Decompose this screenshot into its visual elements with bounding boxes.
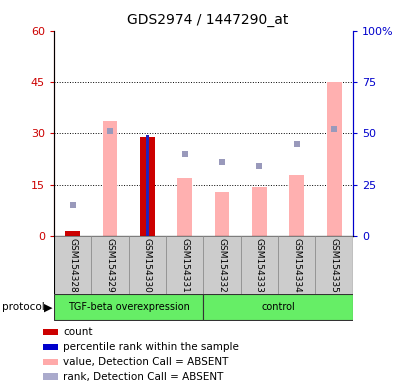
Bar	[203, 236, 241, 294]
Text: rank, Detection Call = ABSENT: rank, Detection Call = ABSENT	[63, 372, 223, 382]
Text: GSM154332: GSM154332	[217, 238, 227, 293]
Bar	[140, 137, 155, 236]
Text: GSM154330: GSM154330	[143, 238, 152, 293]
Text: GSM154333: GSM154333	[255, 238, 264, 293]
Bar	[327, 82, 342, 236]
Text: GSM154329: GSM154329	[105, 238, 115, 293]
Bar	[43, 373, 58, 380]
Bar	[43, 344, 58, 350]
Text: TGF-beta overexpression: TGF-beta overexpression	[68, 302, 190, 312]
Bar	[289, 174, 304, 236]
Text: count: count	[63, 327, 93, 337]
Text: GDS2974 / 1447290_at: GDS2974 / 1447290_at	[127, 13, 288, 27]
Bar	[252, 187, 267, 236]
Bar	[315, 236, 353, 294]
Bar	[54, 294, 203, 320]
Bar	[65, 231, 80, 236]
Text: control: control	[261, 302, 295, 312]
Bar	[129, 236, 166, 294]
Bar	[215, 192, 229, 236]
Text: GSM154335: GSM154335	[330, 238, 339, 293]
Bar	[177, 178, 192, 236]
Bar	[65, 231, 80, 236]
Bar	[54, 236, 91, 294]
Text: ▶: ▶	[44, 302, 52, 312]
Bar	[43, 359, 58, 365]
Text: GSM154334: GSM154334	[292, 238, 301, 293]
Bar	[91, 236, 129, 294]
Bar	[241, 236, 278, 294]
Text: protocol: protocol	[2, 302, 45, 312]
Bar	[43, 329, 58, 335]
Text: value, Detection Call = ABSENT: value, Detection Call = ABSENT	[63, 357, 228, 367]
Text: GSM154328: GSM154328	[68, 238, 77, 293]
Bar	[166, 236, 203, 294]
Text: percentile rank within the sample: percentile rank within the sample	[63, 342, 239, 352]
Bar	[278, 236, 315, 294]
Bar	[203, 294, 353, 320]
Bar	[146, 135, 149, 236]
Bar	[103, 121, 117, 236]
Text: GSM154331: GSM154331	[180, 238, 189, 293]
